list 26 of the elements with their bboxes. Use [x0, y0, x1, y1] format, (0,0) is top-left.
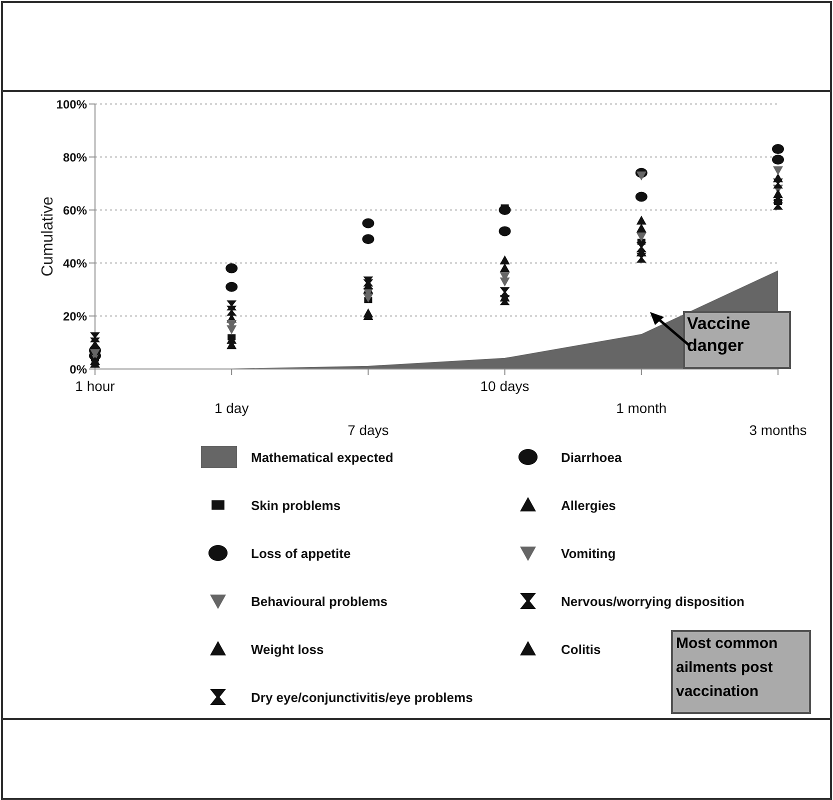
x-tick-label: 1 day — [214, 400, 249, 416]
text: Most common ailments post vaccination — [671, 630, 811, 714]
y-tick-label: 0% — [70, 362, 88, 376]
y-tick-label: 60% — [62, 203, 88, 218]
legend-label: Diarrhoea — [561, 450, 622, 464]
y-tick-label: 20% — [62, 309, 88, 324]
legend-label: Mathematical expected — [251, 450, 394, 464]
legend-label: Allergies — [561, 498, 616, 512]
y-tick-label: 40% — [62, 256, 88, 270]
legend-label: Colitis — [561, 642, 601, 656]
x-tick-label: 1 month — [616, 400, 667, 416]
legend-label: Vomiting — [561, 546, 616, 560]
x-tick-label: 10 days — [480, 378, 530, 394]
y-axis-title: Cumulative — [40, 196, 57, 276]
x-tick-label: 1 hour — [75, 378, 116, 394]
legend-label: Skin problems — [251, 498, 341, 512]
legend-label: Dry eye/conjunctivitis/eye problems — [251, 690, 473, 704]
x-tick-label: 7 days — [348, 422, 389, 438]
annotation: Vaccine danger — [683, 311, 791, 369]
legend-label: Weight loss — [251, 642, 324, 656]
x-tick-label: 3 months — [749, 422, 807, 438]
legend-label: Behavioural problems — [251, 594, 388, 608]
y-tick-label: 80% — [62, 150, 88, 164]
legend-label: Nervous/worrying disposition — [561, 594, 744, 608]
y-tick-label: 100% — [56, 97, 88, 112]
legend-label: Loss of appetite — [251, 546, 351, 560]
